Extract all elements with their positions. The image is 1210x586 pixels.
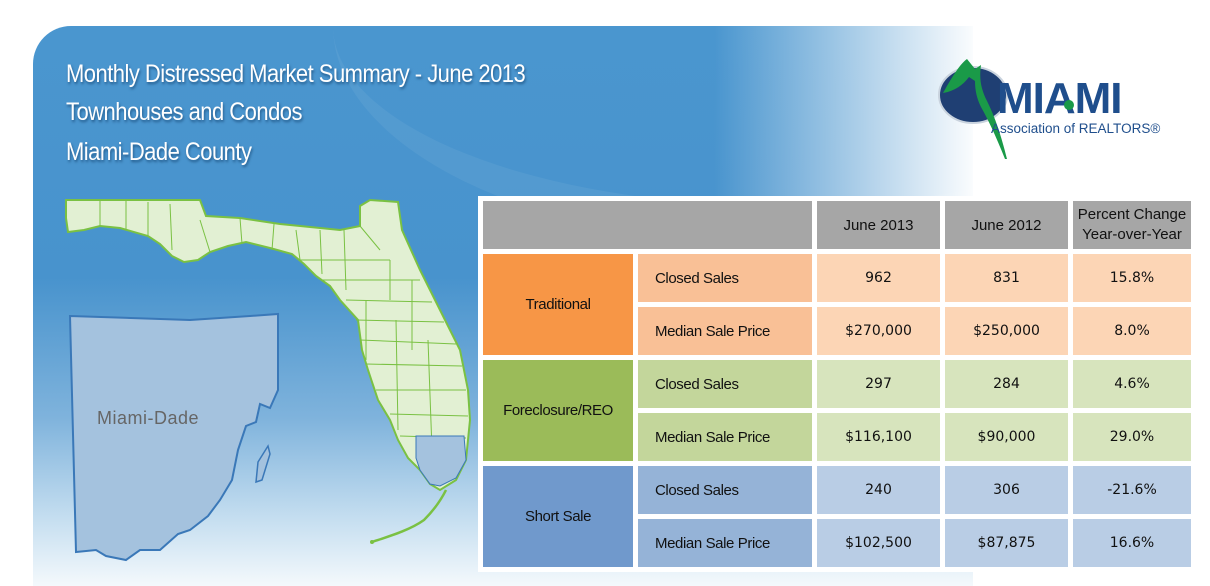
header-percent-change: Percent Change Year-over-Year xyxy=(1073,201,1191,249)
table-header-row: June 2013 June 2012 Percent Change Year-… xyxy=(483,201,1191,249)
metric-label: Closed Sales xyxy=(638,466,812,514)
header-percent-change-line1: Percent Change xyxy=(1077,206,1187,223)
value-june-2013: $116,100 xyxy=(817,413,940,461)
miami-dade-inset-shape xyxy=(68,312,279,562)
value-june-2012: 831 xyxy=(945,254,1068,302)
logo-text: MIAMI xyxy=(997,74,1122,123)
miami-realtors-logo: MIAMI Association of REALTORS® xyxy=(935,55,1165,165)
background-fade xyxy=(600,26,980,196)
value-pct-change: 4.6% xyxy=(1073,360,1191,408)
header-blank-cell xyxy=(483,201,812,249)
value-june-2013: 240 xyxy=(817,466,940,514)
distressed-market-summary-table: June 2013 June 2012 Percent Change Year-… xyxy=(478,196,1196,572)
metric-label: Median Sale Price xyxy=(638,307,812,355)
metric-label: Median Sale Price xyxy=(638,519,812,567)
value-june-2012: $90,000 xyxy=(945,413,1068,461)
table-row: Median Sale Price $116,100 $90,000 29.0% xyxy=(483,413,1191,461)
category-foreclosure-reo: Foreclosure/REO xyxy=(483,360,633,461)
florida-state-shape xyxy=(65,198,472,492)
county-borders xyxy=(99,200,469,451)
value-pct-change: 8.0% xyxy=(1073,307,1191,355)
value-pct-change: 29.0% xyxy=(1073,413,1191,461)
value-june-2013: 962 xyxy=(817,254,940,302)
value-pct-change: 16.6% xyxy=(1073,519,1191,567)
value-june-2012: $87,875 xyxy=(945,519,1068,567)
value-june-2013: $270,000 xyxy=(817,307,940,355)
property-type-subtitle: Townhouses and Condos xyxy=(66,98,303,126)
value-june-2012: 306 xyxy=(945,466,1068,514)
miami-dade-highlight xyxy=(415,435,467,487)
florida-keys xyxy=(371,489,448,544)
logo-subtitle: Association of REALTORS® xyxy=(991,121,1160,136)
county-subtitle: Miami-Dade County xyxy=(66,138,252,166)
miami-dade-map-label: Miami-Dade xyxy=(97,408,200,428)
logo-emblem-icon: MIAMI Association of REALTORS® xyxy=(938,59,1160,159)
header-percent-change-line2: Year-over-Year xyxy=(1082,226,1182,243)
value-pct-change: 15.8% xyxy=(1073,254,1191,302)
value-june-2013: 297 xyxy=(817,360,940,408)
metric-label: Closed Sales xyxy=(638,254,812,302)
category-short-sale: Short Sale xyxy=(483,466,633,567)
category-traditional: Traditional xyxy=(483,254,633,355)
header-june-2012: June 2012 xyxy=(945,201,1068,249)
table-row: Median Sale Price $270,000 $250,000 8.0% xyxy=(483,307,1191,355)
value-pct-change: -21.6% xyxy=(1073,466,1191,514)
metric-label: Closed Sales xyxy=(638,360,812,408)
table-row: Short Sale Closed Sales 240 306 -21.6% xyxy=(483,466,1191,567)
report-title: Monthly Distressed Market Summary - June… xyxy=(66,60,526,88)
table-row: Traditional Closed Sales 962 831 15.8% xyxy=(483,254,1191,355)
florida-map xyxy=(60,190,480,575)
value-june-2012: $250,000 xyxy=(945,307,1068,355)
metric-label: Median Sale Price xyxy=(638,413,812,461)
header-june-2013: June 2013 xyxy=(817,201,940,249)
value-june-2012: 284 xyxy=(945,360,1068,408)
table-row: Foreclosure/REO Closed Sales 297 284 4.6… xyxy=(483,360,1191,461)
value-june-2013: $102,500 xyxy=(817,519,940,567)
table-row: Median Sale Price $102,500 $87,875 16.6% xyxy=(483,519,1191,567)
